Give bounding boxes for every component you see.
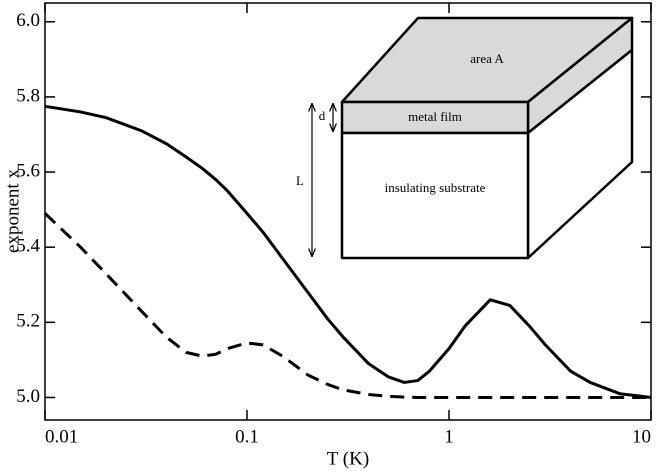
y-tick-label: 5.4 — [16, 236, 40, 257]
annotation: insulating substrate — [385, 180, 486, 195]
y-axis-label: exponent x — [2, 169, 23, 253]
annotation: area A — [470, 51, 504, 66]
x-tick-label: 0.1 — [235, 426, 259, 447]
substrate-front — [340, 131, 530, 260]
inset-diagram — [312, 16, 634, 260]
x-tick-label: 10 — [632, 426, 651, 447]
y-tick-label: 5.8 — [16, 85, 40, 106]
y-tick-label: 5.2 — [16, 311, 40, 332]
x-tick-label: 0.01 — [45, 426, 78, 447]
line-series — [43, 212, 651, 399]
x-axis-label: T (K) — [327, 448, 369, 469]
annotation: metal film — [408, 109, 462, 124]
annotation: d — [319, 108, 326, 123]
y-tick-label: 5.0 — [16, 386, 40, 407]
line-series — [44, 104, 652, 399]
y-tick-label: 5.6 — [16, 160, 40, 181]
film-front — [340, 100, 530, 135]
y-tick-label: 6.0 — [16, 10, 40, 31]
x-tick-label: 1 — [444, 426, 454, 447]
plot-frame — [44, 2, 652, 421]
annotation: L — [296, 173, 304, 188]
